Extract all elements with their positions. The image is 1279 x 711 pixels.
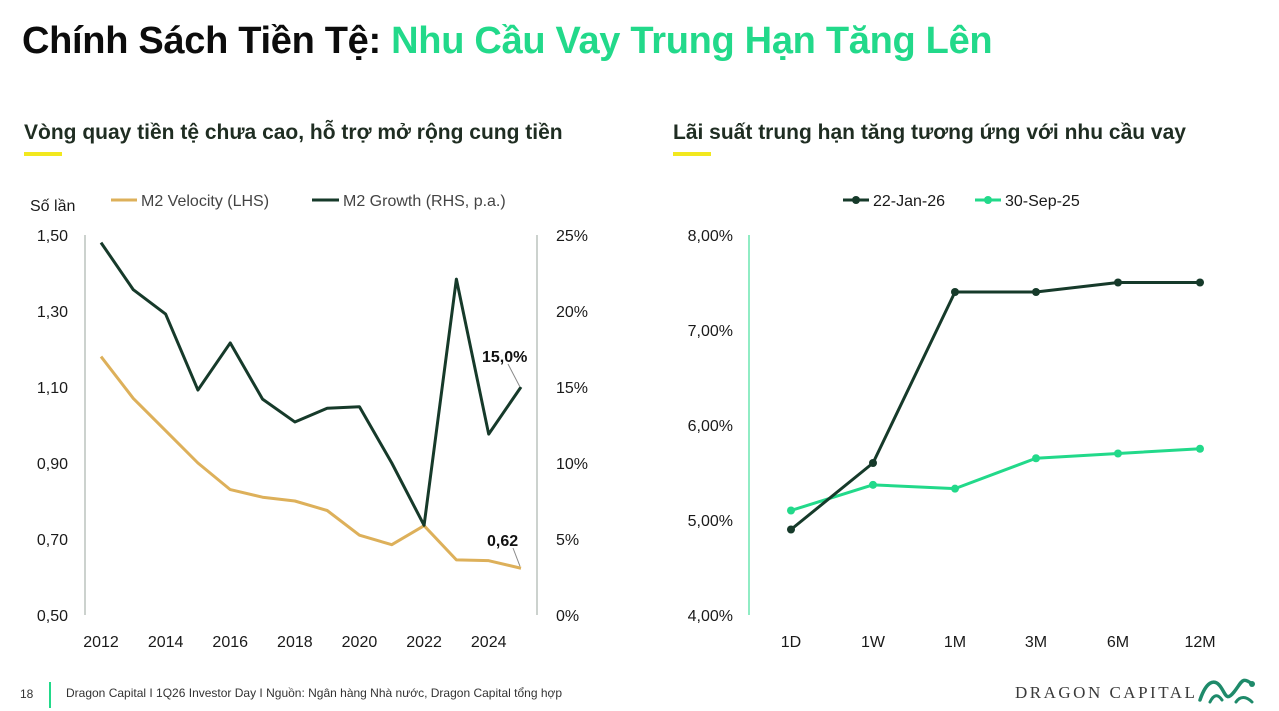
left-subtitle-underline <box>24 152 62 156</box>
rate-point-sep25 <box>1114 449 1122 458</box>
legend-velocity-label: M2 Velocity (LHS) <box>141 193 269 210</box>
m2-growth-line <box>99 241 523 527</box>
brand-name: DRAGON CAPITAL <box>1015 683 1198 702</box>
m2-velocity-line <box>99 355 522 570</box>
legend-sep25-marker <box>984 196 992 204</box>
page-title-part2: Nhu Cầu Vay Trung Hạn Tăng Lên <box>391 20 993 62</box>
legend-jan26-marker <box>852 196 860 204</box>
growth-annotation-label: 15,0% <box>482 349 527 366</box>
rate-x-tick-label: 3M <box>1025 634 1047 651</box>
page-number: 18 <box>20 687 34 701</box>
rate-point-sep25 <box>1032 454 1040 463</box>
right-y-tick-label: 0% <box>556 608 579 625</box>
velocity-annotation-label: 0,62 <box>487 533 518 550</box>
left-y-tick-label: 0,90 <box>37 456 68 473</box>
left-y-tick-label: 1,50 <box>37 228 68 245</box>
rate-point-sep25 <box>951 484 959 493</box>
left-y-tick-label: 1,30 <box>37 304 68 321</box>
rate-point-sep25 <box>787 506 795 515</box>
x-tick-label: 2024 <box>471 634 507 651</box>
rate-x-tick-label: 12M <box>1184 634 1215 651</box>
x-tick-label: 2014 <box>148 634 184 651</box>
right-chart-subtitle: Lãi suất trung hạn tăng tương ứng với nh… <box>673 121 1186 144</box>
rate-point-sep25 <box>869 480 877 489</box>
x-tick-label: 2016 <box>212 634 248 651</box>
growth-annotation-leader <box>507 363 521 388</box>
rate-y-tick-label: 5,00% <box>688 513 733 530</box>
rate-point-jan26 <box>951 288 959 296</box>
left-y-tick-label: 0,70 <box>37 532 68 549</box>
page-title-part1: Chính Sách Tiền Tệ: <box>22 20 381 62</box>
left-chart-subtitle: Vòng quay tiền tệ chưa cao, hỗ trợ mở rộ… <box>24 121 563 144</box>
rate-point-sep25 <box>1196 444 1204 453</box>
rate-point-jan26 <box>1032 288 1040 296</box>
right-y-tick-label: 15% <box>556 380 588 397</box>
footer-source: Dragon Capital I 1Q26 Investor Day I Ngu… <box>66 686 563 700</box>
right-y-tick-label: 5% <box>556 532 579 549</box>
rate-point-jan26 <box>787 525 795 534</box>
left-y-tick-label: 1,10 <box>37 380 68 397</box>
rate-line-jan26 <box>790 281 1200 531</box>
rate-point-jan26 <box>1114 278 1122 287</box>
rate-y-tick-label: 6,00% <box>688 418 733 435</box>
rate-point-jan26 <box>1196 278 1204 287</box>
rate-x-tick-label: 1W <box>861 634 886 651</box>
legend-sep25-label: 30-Sep-25 <box>1005 193 1080 210</box>
rate-y-tick-label: 8,00% <box>688 228 733 245</box>
rate-y-tick-label: 7,00% <box>688 323 733 340</box>
x-tick-label: 2018 <box>277 634 313 651</box>
x-tick-label: 2020 <box>342 634 378 651</box>
rate-line-sep25 <box>790 447 1201 512</box>
rate-x-tick-label: 1D <box>781 634 801 651</box>
y-axis-label: Số lần <box>30 198 75 215</box>
right-subtitle-underline <box>673 152 711 156</box>
left-y-tick-label: 0,50 <box>37 608 68 625</box>
page-title: Chính Sách Tiền Tệ: Nhu Cầu Vay Trung Hạ… <box>22 20 993 63</box>
right-y-tick-label: 25% <box>556 228 588 245</box>
x-tick-label: 2012 <box>83 634 119 651</box>
dragon-logo-icon <box>1198 678 1255 704</box>
velocity-annotation-leader <box>512 547 521 567</box>
rate-y-tick-label: 4,00% <box>688 608 733 625</box>
footer-divider <box>49 682 51 708</box>
right-y-tick-label: 20% <box>556 304 588 321</box>
rate-x-tick-label: 1M <box>944 634 966 651</box>
legend-growth-label: M2 Growth (RHS, p.a.) <box>343 193 506 210</box>
right-y-tick-label: 10% <box>556 456 588 473</box>
rate-x-tick-label: 6M <box>1107 634 1129 651</box>
x-tick-label: 2022 <box>406 634 442 651</box>
rate-point-jan26 <box>869 459 877 467</box>
legend-jan26-label: 22-Jan-26 <box>873 193 945 210</box>
